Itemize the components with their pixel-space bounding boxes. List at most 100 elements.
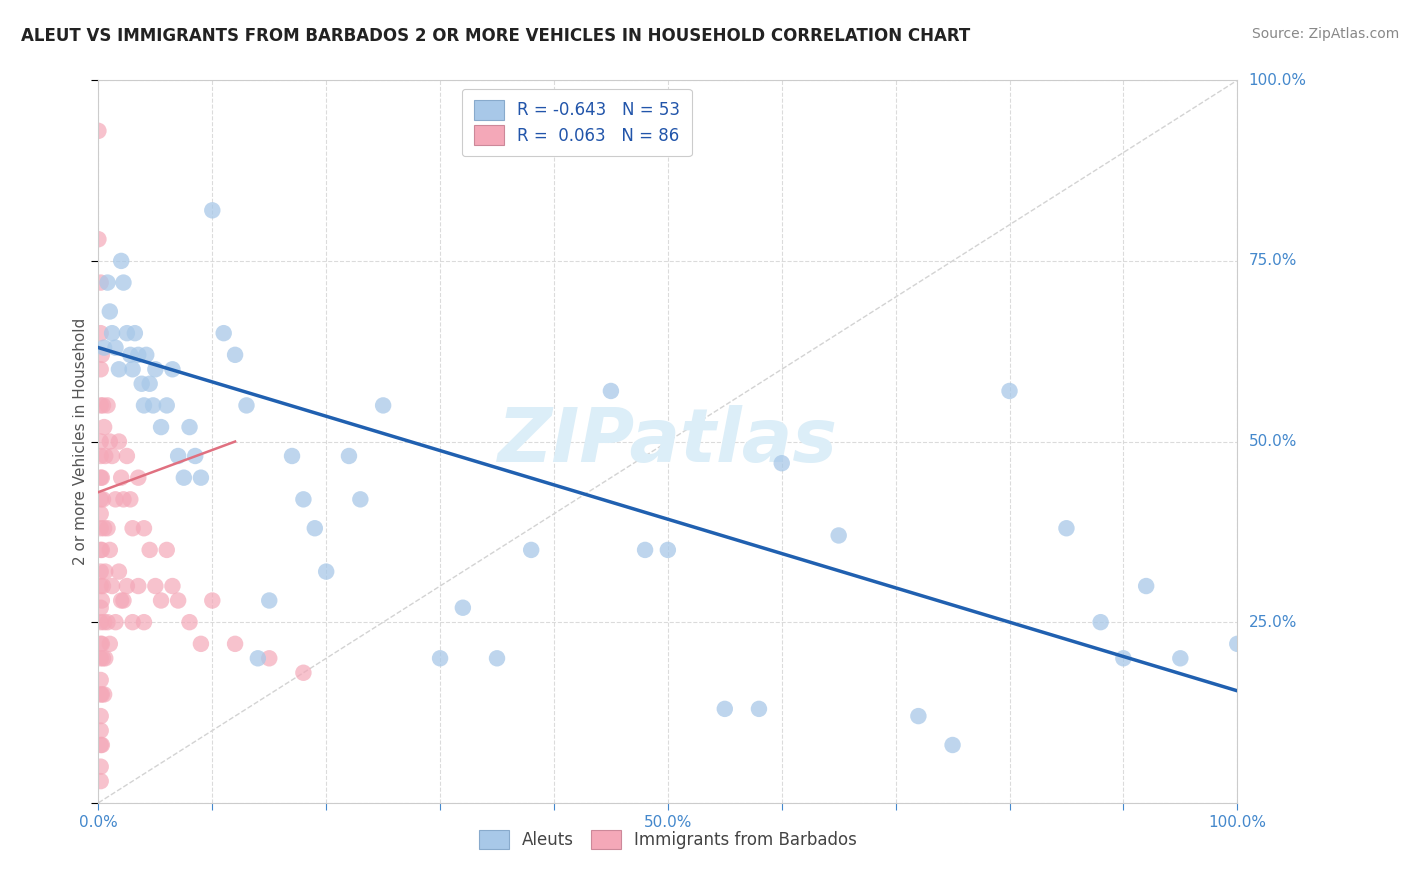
- Point: [108, 434, 131, 449]
- Point: [104, 492, 127, 507]
- Point: [93, 420, 115, 434]
- Point: [132, 615, 155, 630]
- Point: [201, 203, 224, 218]
- Point: [101, 579, 124, 593]
- Point: [96, 398, 118, 412]
- Point: [150, 420, 173, 434]
- Point: [110, 253, 132, 268]
- Point: [115, 326, 138, 340]
- Point: [292, 665, 315, 680]
- Point: [212, 326, 235, 340]
- Point: [110, 470, 132, 484]
- Point: [201, 593, 224, 607]
- Point: [90, 470, 112, 484]
- Point: [94, 565, 117, 579]
- Point: [90, 760, 112, 774]
- Point: [1112, 651, 1135, 665]
- Point: [90, 449, 112, 463]
- Point: [1090, 615, 1112, 630]
- Point: [124, 326, 146, 340]
- Point: [90, 637, 112, 651]
- Point: [942, 738, 965, 752]
- Point: [142, 398, 165, 412]
- Point: [138, 542, 160, 557]
- Point: [224, 348, 246, 362]
- Point: [120, 348, 142, 362]
- Point: [246, 651, 269, 665]
- Point: [112, 593, 135, 607]
- Point: [907, 709, 929, 723]
- Point: [93, 687, 115, 701]
- Point: [90, 434, 112, 449]
- Point: [96, 521, 118, 535]
- Point: [90, 542, 112, 557]
- Point: [600, 384, 623, 398]
- Point: [90, 326, 112, 340]
- Point: [138, 376, 160, 391]
- Point: [87, 124, 110, 138]
- Text: ZIPatlas: ZIPatlas: [498, 405, 838, 478]
- Point: [101, 326, 124, 340]
- Point: [90, 565, 112, 579]
- Point: [90, 738, 112, 752]
- Point: [1054, 521, 1078, 535]
- Point: [91, 398, 114, 412]
- Point: [150, 593, 173, 607]
- Point: [131, 376, 153, 391]
- Point: [224, 637, 246, 651]
- Point: [1226, 637, 1249, 651]
- Point: [90, 774, 112, 789]
- Point: [90, 521, 112, 535]
- Point: [90, 673, 112, 687]
- Point: [91, 651, 114, 665]
- Point: [94, 651, 117, 665]
- Point: [90, 348, 112, 362]
- Point: [828, 528, 851, 542]
- Point: [127, 348, 149, 362]
- Point: [371, 398, 394, 412]
- Point: [98, 434, 121, 449]
- Point: [91, 492, 114, 507]
- Point: [112, 492, 135, 507]
- Point: [90, 651, 112, 665]
- Point: [184, 449, 207, 463]
- Point: [90, 687, 112, 701]
- Point: [349, 492, 371, 507]
- Point: [304, 521, 326, 535]
- Point: [115, 449, 138, 463]
- Point: [90, 362, 112, 376]
- Point: [98, 637, 121, 651]
- Point: [98, 304, 121, 318]
- Point: [634, 542, 657, 557]
- Point: [156, 542, 179, 557]
- Point: [91, 579, 114, 593]
- Text: 100.0%: 100.0%: [1249, 73, 1306, 87]
- Point: [486, 651, 509, 665]
- Point: [179, 420, 201, 434]
- Point: [145, 362, 167, 376]
- Point: [121, 615, 143, 630]
- Point: [108, 565, 131, 579]
- Point: [121, 362, 143, 376]
- Text: Source: ZipAtlas.com: Source: ZipAtlas.com: [1251, 27, 1399, 41]
- Point: [112, 276, 135, 290]
- Point: [96, 615, 118, 630]
- Point: [135, 348, 157, 362]
- Point: [93, 521, 115, 535]
- Point: [770, 456, 793, 470]
- Point: [259, 593, 281, 607]
- Point: [108, 362, 131, 376]
- Point: [87, 232, 110, 246]
- Point: [156, 398, 179, 412]
- Point: [429, 651, 451, 665]
- Point: [93, 341, 115, 355]
- Point: [90, 615, 112, 630]
- Point: [190, 470, 212, 484]
- Point: [90, 470, 112, 484]
- Point: [104, 341, 127, 355]
- Point: [132, 398, 155, 412]
- Point: [104, 615, 127, 630]
- Point: [101, 449, 124, 463]
- Point: [90, 507, 112, 521]
- Point: [90, 723, 112, 738]
